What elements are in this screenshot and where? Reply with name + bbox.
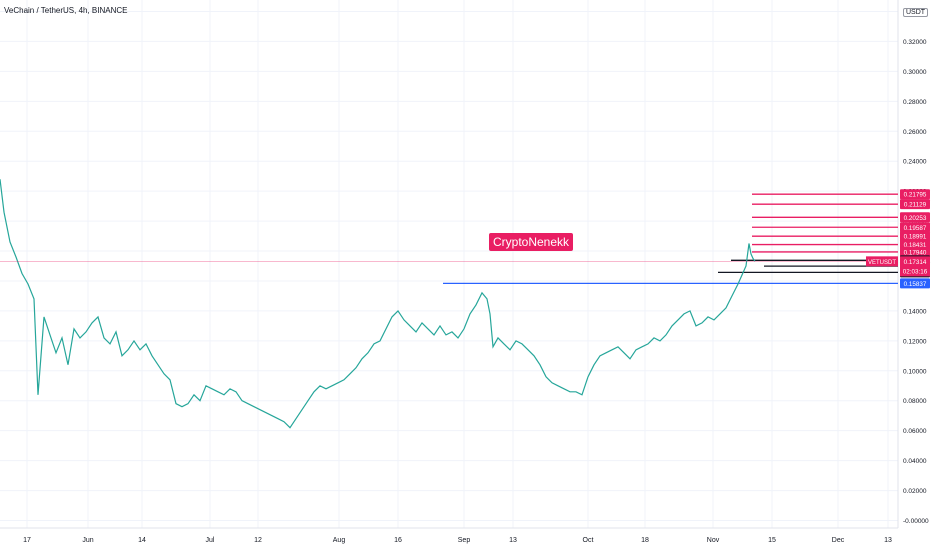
x-tick-label: Oct (583, 537, 594, 544)
currency-button[interactable]: USDT (903, 8, 929, 17)
level-price-text: 0.21795 (904, 192, 927, 199)
symbol-tag-text: VETUSDT (868, 260, 896, 266)
level-price-tag (900, 231, 930, 242)
symbol-title: VeChain / TetherUS, 4h, BINANCE (4, 6, 128, 15)
last-price-tag (900, 256, 930, 277)
y-tick-label: 0.28000 (903, 99, 927, 106)
level-price-text: 0.18991 (904, 234, 927, 241)
y-tick-label: 0.04000 (903, 458, 927, 465)
x-tick-label: 12 (254, 537, 262, 544)
x-tick-label: 18 (641, 537, 649, 544)
level-price-tag (900, 199, 930, 210)
level-price-tag (900, 278, 930, 289)
x-tick-label: Jul (206, 537, 215, 544)
y-tick-label: 0.30000 (903, 69, 927, 76)
x-tick-label: Sep (458, 537, 471, 544)
horizontal-levels (443, 193, 898, 285)
level-price-tag (900, 189, 930, 200)
symbol-tag (866, 256, 898, 267)
level-price-text: 0.20253 (904, 215, 927, 222)
x-tick-label: Jun (82, 537, 93, 544)
level-price-text: 0.15837 (904, 281, 927, 288)
x-tick-label: 13 (884, 537, 892, 544)
level-price-text: 0.17940 (904, 249, 927, 256)
chart-grid (0, 0, 898, 528)
y-tick-label: 0.06000 (903, 428, 927, 435)
y-tick-label: 0.24000 (903, 159, 927, 166)
price-series-line (0, 179, 756, 429)
level-price-tag (900, 222, 930, 233)
y-tick-label: 0.02000 (903, 488, 927, 495)
y-tick-label: 0.26000 (903, 129, 927, 136)
last-price-text: 0.17314 (904, 259, 927, 266)
level-price-tag (900, 246, 930, 257)
x-tick-label: Nov (707, 537, 720, 544)
y-tick-label: 0.32000 (903, 39, 927, 46)
level-price-text: 0.18431 (904, 242, 927, 249)
author-watermark: CryptoNenekk (489, 233, 574, 251)
y-tick-label: 0.08000 (903, 398, 927, 405)
x-tick-label: Dec (832, 537, 845, 544)
x-tick-label: 14 (138, 537, 146, 544)
level-price-tag (900, 212, 930, 223)
time-axis[interactable]: 17 Jun 14 Jul 12 Aug 16 Sep 13 Oct 18 Nov 15 Dec 13 (23, 537, 892, 544)
y-tick-label: 0.12000 (903, 338, 927, 345)
y-tick-label: -0.00000 (903, 518, 929, 525)
countdown-text: 02:03:16 (903, 268, 928, 275)
level-price-text: 0.21129 (904, 202, 927, 209)
x-tick-label: Aug (333, 537, 346, 544)
level-price-text: 0.19587 (904, 225, 927, 232)
x-tick-label: 13 (509, 537, 517, 544)
y-tick-label: 0.14000 (903, 308, 927, 315)
last-price-label: VETUSDT 0.17314 02:03:16 (866, 256, 930, 277)
y-tick-label: 0.10000 (903, 368, 927, 375)
x-tick-label: 16 (394, 537, 402, 544)
x-tick-label: 15 (768, 537, 776, 544)
x-tick-label: 17 (23, 537, 31, 544)
